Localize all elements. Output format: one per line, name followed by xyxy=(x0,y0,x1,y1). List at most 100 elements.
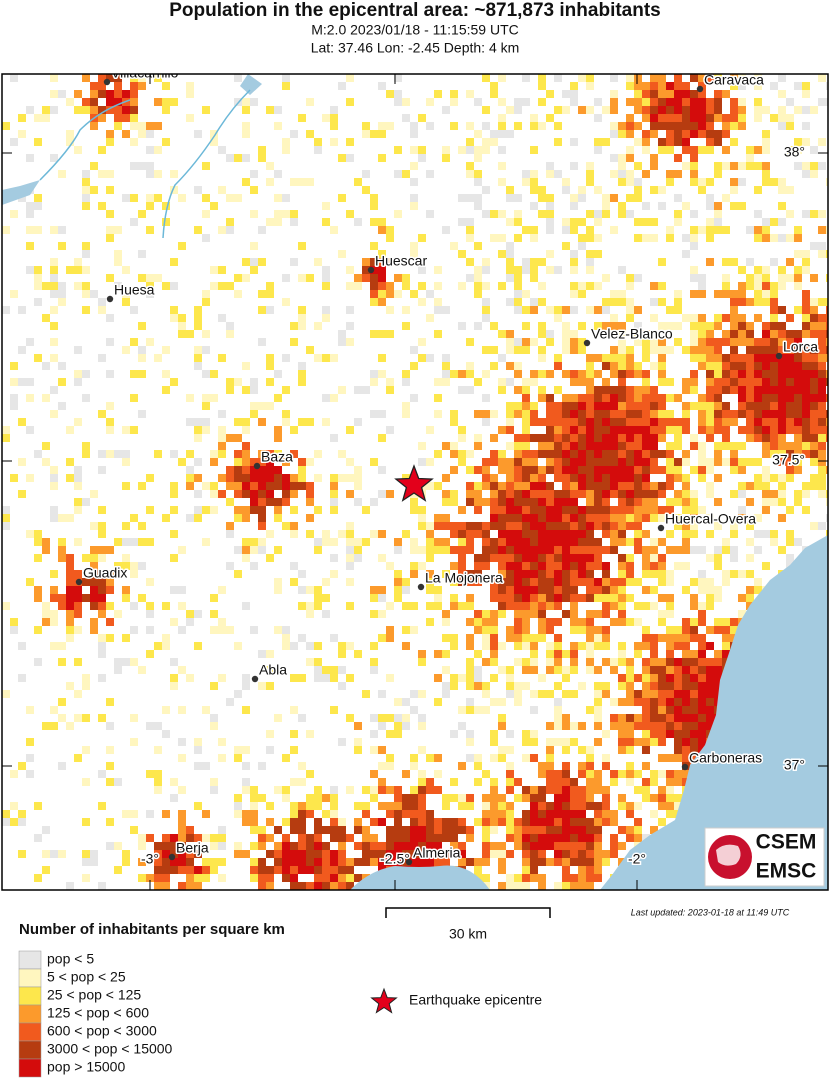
population-cell xyxy=(722,578,730,586)
city-dot xyxy=(367,266,375,274)
population-cell xyxy=(506,258,514,266)
population-cell xyxy=(50,466,58,474)
population-cell xyxy=(122,458,130,466)
population-cell xyxy=(298,570,306,578)
population-cell xyxy=(290,802,298,810)
population-cell xyxy=(786,234,794,242)
population-cell xyxy=(770,234,778,242)
population-cell xyxy=(538,858,546,866)
population-cell xyxy=(338,818,346,826)
population-cell xyxy=(466,490,474,498)
population-cell xyxy=(594,322,602,330)
population-cell xyxy=(514,698,522,706)
population-cell xyxy=(626,690,634,698)
population-cell xyxy=(418,826,426,834)
population-cell xyxy=(298,834,306,842)
population-cell xyxy=(730,354,738,362)
population-cell xyxy=(138,370,146,378)
population-cell xyxy=(762,378,770,386)
population-cell xyxy=(426,786,434,794)
population-cell xyxy=(330,634,338,642)
population-cell xyxy=(674,754,682,762)
population-cell xyxy=(674,802,682,810)
population-cell xyxy=(178,706,186,714)
population-cell xyxy=(10,818,18,826)
population-cell xyxy=(810,442,818,450)
population-cell xyxy=(242,466,250,474)
population-cell xyxy=(138,346,146,354)
population-cell xyxy=(522,754,530,762)
population-cell xyxy=(794,450,802,458)
population-cell xyxy=(746,394,754,402)
city-label: Almeria xyxy=(413,845,461,861)
population-cell xyxy=(410,602,418,610)
population-cell xyxy=(618,658,626,666)
population-cell xyxy=(602,442,610,450)
population-cell xyxy=(706,434,714,442)
population-cell xyxy=(634,218,642,226)
population-cell xyxy=(570,562,578,570)
population-cell xyxy=(778,218,786,226)
population-cell xyxy=(386,330,394,338)
population-cell xyxy=(650,482,658,490)
population-cell xyxy=(98,506,106,514)
population-cell xyxy=(314,642,322,650)
population-cell xyxy=(434,306,442,314)
population-cell xyxy=(746,426,754,434)
scale-label: 30 km xyxy=(449,926,487,942)
population-cell xyxy=(746,258,754,266)
population-cell xyxy=(130,714,138,722)
population-cell xyxy=(618,298,626,306)
population-cell xyxy=(362,170,370,178)
population-cell xyxy=(554,122,562,130)
population-cell xyxy=(282,354,290,362)
population-cell xyxy=(722,314,730,322)
population-cell xyxy=(226,330,234,338)
population-cell xyxy=(114,610,122,618)
population-cell xyxy=(538,610,546,618)
population-cell xyxy=(266,402,274,410)
population-cell xyxy=(498,122,506,130)
population-cell xyxy=(610,170,618,178)
population-cell xyxy=(778,458,786,466)
population-cell xyxy=(802,346,810,354)
population-cell xyxy=(546,194,554,202)
population-cell xyxy=(642,634,650,642)
population-cell xyxy=(682,458,690,466)
population-cell xyxy=(738,594,746,602)
population-cell xyxy=(170,306,178,314)
population-cell xyxy=(98,114,106,122)
population-cell xyxy=(650,426,658,434)
population-cell xyxy=(642,730,650,738)
population-cell xyxy=(322,202,330,210)
population-cell xyxy=(386,674,394,682)
population-cell xyxy=(570,666,578,674)
population-cell xyxy=(562,186,570,194)
population-cell xyxy=(610,466,618,474)
population-cell xyxy=(74,714,82,722)
population-cell xyxy=(506,730,514,738)
population-cell xyxy=(10,378,18,386)
population-cell xyxy=(626,538,634,546)
population-cell xyxy=(698,690,706,698)
population-cell xyxy=(426,538,434,546)
population-cell xyxy=(762,450,770,458)
population-cell xyxy=(618,722,626,730)
population-cell xyxy=(58,546,66,554)
population-cell xyxy=(538,514,546,522)
population-cell xyxy=(202,290,210,298)
population-cell xyxy=(714,474,722,482)
population-cell xyxy=(202,426,210,434)
population-cell xyxy=(90,554,98,562)
population-cell xyxy=(74,754,82,762)
population-cell xyxy=(634,642,642,650)
population-cell xyxy=(810,402,818,410)
population-cell xyxy=(578,194,586,202)
population-cell xyxy=(578,802,586,810)
population-cell xyxy=(442,442,450,450)
population-cell xyxy=(746,362,754,370)
population-cell xyxy=(362,690,370,698)
population-cell xyxy=(210,490,218,498)
population-cell xyxy=(522,506,530,514)
population-cell xyxy=(186,514,194,522)
